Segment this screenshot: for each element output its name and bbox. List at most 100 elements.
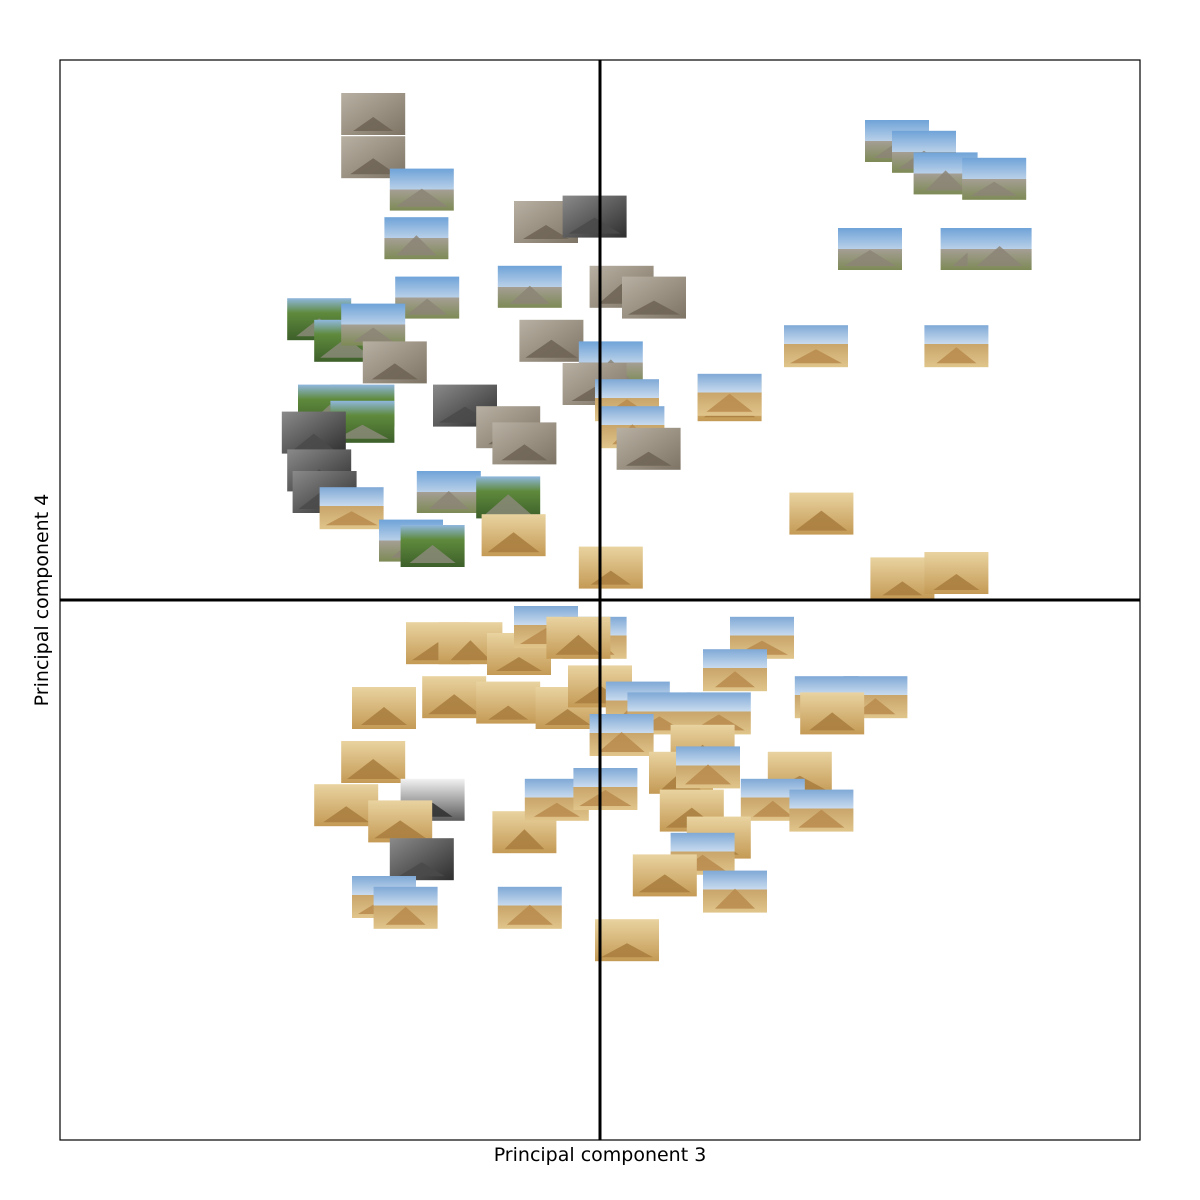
pyramid-shape <box>336 424 389 439</box>
scatter-point <box>676 746 740 789</box>
pyramid-shape <box>323 806 370 823</box>
pyramid-shape <box>715 888 755 909</box>
pyramid-shape <box>795 510 848 531</box>
pyramid-shape <box>523 225 569 239</box>
scatter-point <box>341 303 406 346</box>
pyramid-shape <box>533 802 580 817</box>
pyramid-shape <box>353 117 394 131</box>
x-axis-label: Principal component 3 <box>493 1144 707 1166</box>
pyramid-shape <box>396 235 437 256</box>
scatter-point <box>341 93 406 135</box>
pyramid-shape <box>752 800 793 817</box>
pyramid-shape <box>428 491 469 509</box>
scatter-point <box>373 886 438 929</box>
pyramid-shape <box>971 181 1018 196</box>
scatter-point <box>573 768 638 810</box>
scatter-point <box>703 649 767 692</box>
pyramid-shape <box>568 217 621 234</box>
scatter-point <box>924 552 989 594</box>
scatter-point <box>362 341 427 384</box>
pyramid-shape <box>790 349 842 364</box>
pyramid-shape <box>320 337 373 358</box>
scatter-point <box>622 276 686 319</box>
pyramid-shape <box>855 698 896 715</box>
scatter-point <box>389 838 454 881</box>
scatter-point <box>800 692 865 735</box>
pyramid-shape <box>371 363 418 380</box>
y-axis-label: Principal component 4 <box>31 493 53 707</box>
scatter-point <box>697 373 762 416</box>
pyramid-shape <box>374 820 427 839</box>
pyramid-shape <box>625 451 672 466</box>
scatter-point <box>476 681 541 724</box>
thumbnail-layer <box>281 93 1032 962</box>
scatter-point <box>616 427 681 470</box>
scatter-point <box>481 514 546 557</box>
scatter-point <box>632 854 697 897</box>
scatter-point <box>400 525 465 567</box>
pyramid-shape <box>353 327 394 342</box>
pyramid-shape <box>525 339 578 358</box>
scatter-point <box>319 487 384 530</box>
pyramid-shape <box>385 906 426 925</box>
pyramid-shape <box>488 705 529 720</box>
pyramid-shape <box>504 829 545 850</box>
pyramid-shape <box>544 709 591 725</box>
pyramid-shape <box>450 640 491 661</box>
pyramid-shape <box>628 300 680 315</box>
pyramid-shape <box>428 694 481 715</box>
pyramid-shape <box>798 809 845 828</box>
scatter-point <box>562 195 627 238</box>
scatter-point <box>416 471 481 513</box>
pyramid-shape <box>638 874 691 893</box>
pyramid-shape <box>398 862 445 877</box>
scatter-point <box>314 784 379 827</box>
pyramid-shape <box>496 657 542 671</box>
pyramid-shape <box>293 433 334 450</box>
scatter-point <box>784 325 848 368</box>
scatter-point <box>967 228 1032 270</box>
pyramid-shape <box>407 298 448 315</box>
scatter-point <box>341 136 406 179</box>
scatter-point <box>395 276 460 319</box>
pyramid-shape <box>882 581 923 596</box>
scatter-point <box>384 217 449 260</box>
scatter-point <box>497 886 562 929</box>
pyramid-shape <box>325 511 378 526</box>
scatter-point <box>578 546 643 589</box>
pyramid-shape <box>487 532 540 553</box>
pyramid-shape <box>925 170 966 191</box>
scatter-point <box>497 265 562 308</box>
scatter-point <box>962 157 1027 200</box>
scatter-point <box>476 476 541 519</box>
pyramid-shape <box>601 943 653 958</box>
scatter-point <box>789 492 854 535</box>
pyramid-shape <box>579 790 632 806</box>
scatter-point <box>281 411 346 454</box>
scatter-point <box>519 319 584 362</box>
scatter-point <box>352 687 416 729</box>
pyramid-shape <box>598 732 645 752</box>
pyramid-shape <box>706 393 753 412</box>
pyramid-shape <box>485 494 532 515</box>
pyramid-shape <box>409 545 456 563</box>
pyramid-shape <box>509 285 550 304</box>
scatter-point <box>341 741 406 783</box>
pyramid-shape <box>715 671 755 688</box>
scatter-point <box>595 919 659 962</box>
pyramid-shape <box>555 634 602 655</box>
pyramid-shape <box>685 764 731 785</box>
scatter-point <box>368 800 433 843</box>
pyramid-shape <box>350 158 397 175</box>
pyramid-shape <box>395 188 448 207</box>
scatter-point <box>838 228 902 270</box>
pyramid-shape <box>933 574 980 590</box>
scatter-point <box>703 870 767 913</box>
pyramid-shape <box>361 707 407 725</box>
pyramid-shape <box>347 759 400 779</box>
scatter-point <box>422 676 487 719</box>
pyramid-shape <box>506 904 553 925</box>
pyramid-shape <box>936 347 977 364</box>
pyramid-shape <box>844 250 896 266</box>
